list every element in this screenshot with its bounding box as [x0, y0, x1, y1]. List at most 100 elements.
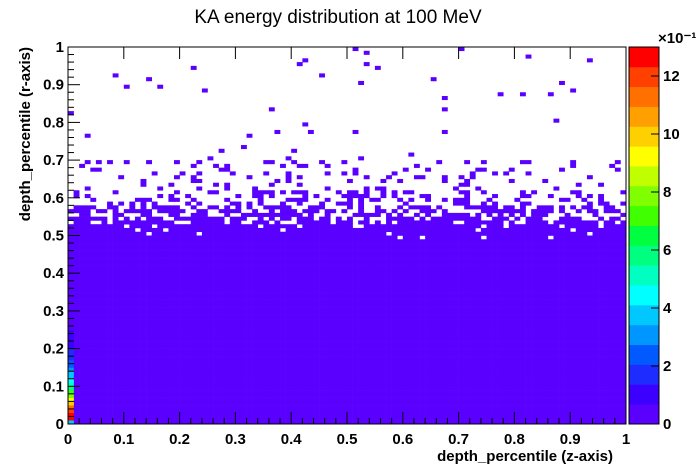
- heatmap-cell: [213, 269, 219, 274]
- heatmap-cell: [235, 292, 242, 297]
- heatmap-cell: [196, 276, 203, 282]
- heatmap-cell: [609, 246, 616, 251]
- heatmap-cell: [598, 356, 604, 361]
- heatmap-cell: [536, 416, 543, 421]
- heatmap-cell: [441, 288, 448, 293]
- heatmap-cell: [201, 235, 208, 240]
- heatmap-cell: [575, 265, 582, 270]
- heatmap-cell: [475, 386, 482, 391]
- heatmap-cell: [257, 235, 264, 240]
- heatmap-cell: [380, 284, 387, 289]
- heatmap-cell: [480, 408, 487, 413]
- heatmap-cell: [525, 246, 532, 251]
- heatmap-cell: [419, 401, 426, 406]
- heatmap-cell: [492, 420, 498, 425]
- heatmap-cell: [514, 239, 521, 244]
- heatmap-cell: [386, 420, 392, 425]
- heatmap-cell: [252, 299, 259, 304]
- heatmap-cell: [118, 393, 125, 398]
- heatmap-cell: [307, 412, 314, 417]
- heatmap-cell: [123, 310, 130, 315]
- heatmap-cell: [542, 310, 549, 315]
- heatmap-cell: [235, 239, 242, 244]
- heatmap-cell: [391, 397, 398, 402]
- heatmap-cell: [358, 303, 365, 308]
- heatmap-cell: [586, 386, 593, 391]
- heatmap-cell: [185, 284, 192, 289]
- heatmap-cell: [614, 401, 621, 406]
- heatmap-cell: [129, 303, 136, 308]
- heatmap-cell: [240, 254, 247, 259]
- heatmap-cell: [341, 284, 348, 289]
- heatmap-cell: [151, 299, 158, 304]
- heatmap-cell: [464, 344, 471, 349]
- heatmap-cell: [151, 412, 158, 417]
- heatmap-cell: [352, 416, 359, 421]
- heatmap-cell: [134, 314, 141, 319]
- heatmap-cell: [101, 318, 108, 323]
- heatmap-cell: [347, 299, 353, 304]
- heatmap-cell: [319, 250, 325, 255]
- heatmap-cell: [570, 303, 577, 308]
- heatmap-cell: [79, 420, 86, 425]
- heatmap-cell: [257, 390, 264, 395]
- heatmap-cell: [519, 314, 526, 319]
- heatmap-cell: [352, 386, 359, 391]
- heatmap-cell: [408, 318, 415, 323]
- heatmap-cell: [480, 284, 487, 289]
- heatmap-cell: [95, 310, 102, 315]
- heatmap-cell: [302, 243, 309, 248]
- heatmap-cell: [263, 412, 270, 417]
- heatmap-cell: [224, 356, 231, 361]
- heatmap-cell: [307, 288, 314, 293]
- heatmap-cell: [519, 284, 526, 289]
- heatmap-cell: [218, 356, 225, 361]
- heatmap-cell: [598, 254, 604, 259]
- heatmap-cell: [90, 371, 97, 376]
- heatmap-cell: [531, 295, 538, 300]
- heatmap-cell: [185, 288, 192, 293]
- heatmap-cell: [609, 393, 616, 398]
- heatmap-cell: [190, 284, 197, 289]
- heatmap-cell: [296, 276, 303, 282]
- heatmap-cell: [503, 243, 510, 248]
- heatmap-cell: [274, 303, 281, 308]
- heatmap-cell: [386, 348, 392, 353]
- heatmap-cell: [391, 292, 398, 297]
- heatmap-cell: [341, 344, 348, 349]
- heatmap-cell: [480, 314, 487, 319]
- heatmap-cell: [307, 250, 314, 255]
- heatmap-cell: [598, 363, 604, 368]
- heatmap-cell: [179, 412, 186, 417]
- heatmap-cell: [319, 397, 325, 402]
- heatmap-cell: [469, 333, 476, 338]
- heatmap-cell: [581, 288, 588, 293]
- heatmap-cell: [458, 374, 465, 380]
- heatmap-cell: [374, 246, 381, 251]
- heatmap-cell: [609, 250, 616, 255]
- heatmap-cell: [324, 295, 331, 300]
- heatmap-cell: [101, 261, 108, 266]
- heatmap-cell: [235, 348, 242, 353]
- heatmap-cell: [185, 344, 192, 349]
- heatmap-cell: [508, 239, 515, 244]
- heatmap-cell: [497, 303, 504, 308]
- heatmap-cell: [274, 337, 281, 342]
- heatmap-cell: [274, 363, 281, 368]
- heatmap-cell: [486, 359, 493, 364]
- heatmap-cell: [369, 408, 376, 413]
- heatmap-cell: [492, 246, 498, 251]
- heatmap-cell: [146, 314, 152, 319]
- heatmap-cell: [157, 412, 164, 417]
- heatmap-cell: [374, 382, 381, 387]
- heatmap-cell: [374, 269, 381, 274]
- heatmap-cell: [168, 416, 175, 421]
- heatmap-cell: [129, 310, 136, 315]
- heatmap-cell: [101, 371, 108, 376]
- heatmap-cell: [430, 333, 437, 338]
- heatmap-cell: [101, 344, 108, 349]
- heatmap-cell: [240, 352, 247, 357]
- heatmap-cell: [592, 401, 599, 406]
- heatmap-cell: [330, 337, 337, 342]
- heatmap-cell: [140, 341, 147, 346]
